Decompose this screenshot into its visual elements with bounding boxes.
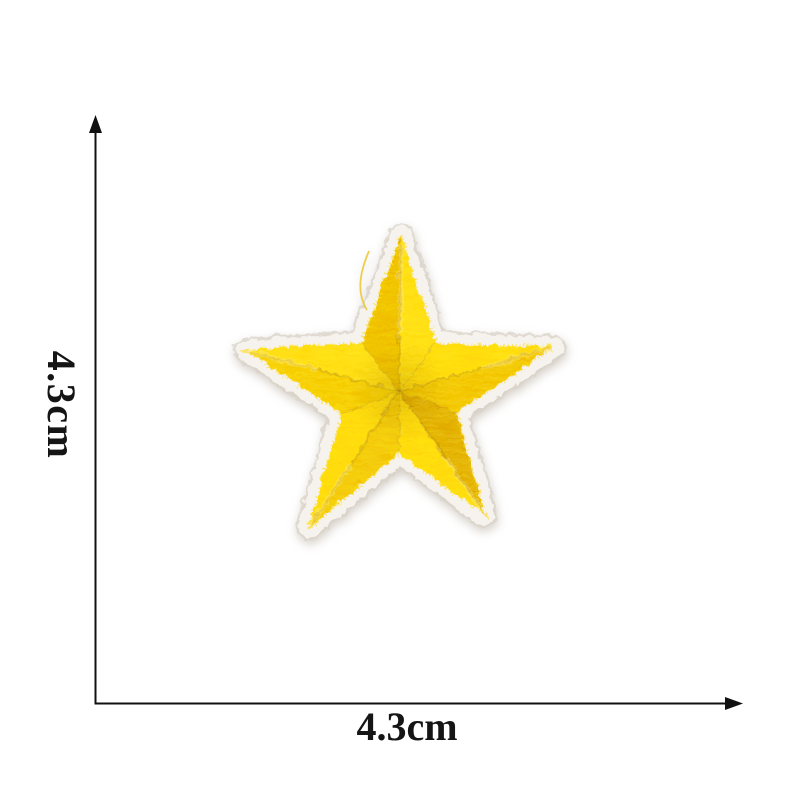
horizontal-dimension-label: 4.3cm <box>356 704 458 749</box>
up-arrowhead-icon <box>89 115 102 133</box>
dimension-lines <box>89 115 743 710</box>
star-patch <box>232 221 564 539</box>
loose-thread-detail <box>359 250 370 311</box>
right-arrowhead-icon <box>725 697 743 710</box>
star-patch-body <box>232 221 564 539</box>
dimension-line-path <box>94 131 727 705</box>
vertical-dimension-label: 4.3cm <box>39 350 84 460</box>
